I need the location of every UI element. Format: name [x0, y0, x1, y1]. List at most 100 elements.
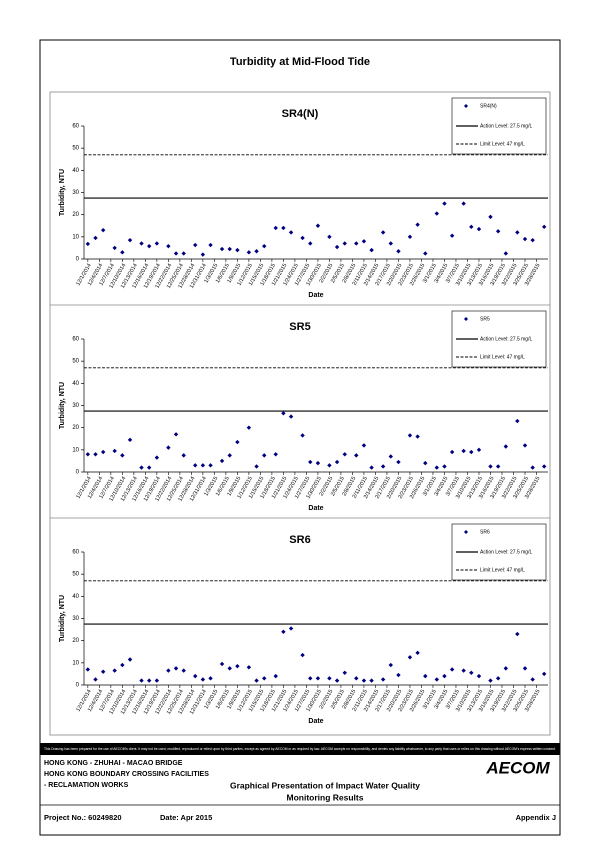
data-point	[227, 666, 232, 671]
data-point	[235, 663, 240, 669]
y-tick-label: 60	[72, 124, 79, 130]
data-point	[522, 236, 528, 242]
data-point	[308, 459, 313, 465]
data-point	[200, 677, 206, 682]
data-point	[100, 227, 106, 233]
data-point	[334, 678, 340, 683]
legend-marker	[464, 530, 468, 534]
data-point	[495, 464, 501, 469]
data-point	[254, 249, 259, 254]
x-axis-label: Date	[308, 505, 323, 512]
legend-label: SR5	[480, 316, 490, 322]
data-point	[423, 251, 428, 256]
data-point	[369, 678, 374, 683]
data-point	[388, 454, 393, 459]
project-line: HONG KONG BOUNDARY CROSSING FACILITIES	[44, 771, 209, 778]
legend-label: Action Level: 27.5 mg/L	[480, 336, 532, 342]
data-point	[369, 247, 374, 253]
data-point	[327, 234, 332, 240]
data-point	[488, 678, 493, 683]
legend-label: SR6	[480, 529, 490, 535]
data-point	[208, 242, 213, 248]
data-point	[515, 230, 520, 235]
data-point	[469, 224, 474, 230]
data-point	[342, 670, 347, 676]
data-point	[476, 226, 482, 232]
data-point	[461, 201, 466, 206]
data-point	[449, 667, 455, 672]
data-point	[315, 223, 321, 228]
data-point	[522, 443, 528, 448]
data-point	[300, 652, 305, 658]
data-point	[120, 662, 125, 668]
data-point	[112, 448, 117, 454]
data-point	[273, 225, 278, 231]
data-point	[85, 241, 91, 247]
y-tick-label: 20	[72, 425, 79, 431]
data-point	[127, 237, 133, 243]
legend-marker	[464, 104, 468, 108]
data-point	[308, 676, 313, 681]
y-tick-label: 30	[72, 403, 79, 409]
data-point	[396, 459, 401, 465]
y-tick-label: 50	[72, 359, 79, 365]
date: Date: Apr 2015	[160, 813, 212, 822]
data-point	[369, 465, 374, 470]
data-point	[388, 241, 393, 246]
data-point	[315, 676, 321, 681]
legend-label: Action Level: 27.5 mg/L	[480, 549, 532, 555]
data-point	[146, 465, 152, 470]
data-point	[522, 666, 528, 671]
data-point	[246, 425, 252, 430]
data-point	[423, 460, 428, 466]
data-point	[342, 241, 347, 246]
data-point	[342, 452, 347, 457]
project-line: - RECLAMATION WORKS	[44, 782, 129, 789]
data-point	[488, 214, 493, 220]
y-tick-label: 0	[76, 470, 80, 476]
data-point	[166, 668, 171, 673]
y-tick-label: 40	[72, 168, 79, 174]
data-point	[503, 251, 509, 256]
data-point	[146, 678, 152, 683]
y-tick-label: 40	[72, 381, 79, 387]
data-point	[139, 241, 144, 246]
data-point	[327, 463, 332, 468]
legend-label: Action Level: 27.5 mg/L	[480, 123, 532, 129]
y-tick-label: 10	[72, 447, 79, 453]
data-point	[112, 245, 117, 251]
chart-title: SR4(N)	[282, 108, 319, 120]
data-point	[227, 246, 232, 252]
data-point	[361, 443, 367, 448]
data-point	[173, 666, 179, 671]
y-axis-label: Turbidity, NTU	[59, 169, 66, 216]
data-point	[173, 432, 179, 437]
data-point	[193, 673, 198, 679]
data-point	[415, 650, 420, 656]
data-point	[515, 418, 520, 424]
data-point	[434, 211, 439, 216]
data-point	[503, 666, 509, 671]
data-point	[476, 673, 482, 679]
data-point	[380, 677, 386, 682]
data-point	[262, 243, 267, 249]
data-point	[112, 668, 117, 673]
data-point	[288, 414, 294, 419]
project-line: HONG KONG - ZHUHAI - MACAO BRIDGE	[44, 760, 183, 767]
data-point	[100, 669, 106, 674]
data-point	[219, 458, 225, 464]
data-point	[541, 671, 547, 677]
data-point	[219, 661, 225, 667]
y-axis-label: Turbidity, NTU	[59, 595, 66, 642]
legend-label: Limit Level: 47 mg/L	[480, 567, 525, 573]
data-point	[442, 201, 447, 206]
data-point	[541, 464, 547, 469]
data-point	[281, 411, 286, 416]
y-tick-label: 50	[72, 146, 79, 152]
data-point	[254, 464, 259, 469]
data-point	[166, 243, 171, 249]
y-tick-label: 50	[72, 572, 79, 578]
data-point	[495, 676, 501, 681]
data-point	[93, 677, 98, 682]
data-point	[530, 677, 535, 682]
